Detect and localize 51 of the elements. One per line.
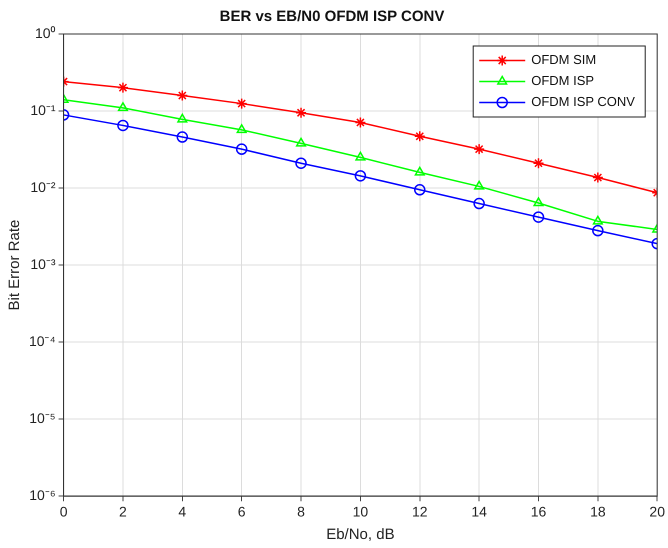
legend-label: OFDM SIM xyxy=(531,52,596,68)
x-tick-label: 2 xyxy=(119,503,128,520)
point xyxy=(414,130,426,142)
x-tick-label: 14 xyxy=(471,503,488,520)
point xyxy=(414,166,425,176)
point xyxy=(295,107,307,118)
point xyxy=(236,124,247,134)
point xyxy=(355,152,366,161)
point xyxy=(592,172,604,184)
point xyxy=(354,116,366,128)
point xyxy=(474,180,484,190)
x-tick-label: 18 xyxy=(590,503,606,520)
x-axis-title: Eb/No, dB xyxy=(326,526,395,544)
point xyxy=(118,102,128,112)
legend-label: OFDM ISP CONV xyxy=(531,94,636,110)
point xyxy=(592,224,604,236)
point xyxy=(176,131,188,143)
point xyxy=(473,143,485,155)
x-tick-label: 12 xyxy=(412,503,428,520)
y-tick-label: 10⁻⁴ xyxy=(28,332,56,349)
x-tick-label: 20 xyxy=(649,503,666,520)
point xyxy=(296,138,306,147)
point xyxy=(176,90,188,102)
point xyxy=(177,114,188,123)
legend-label: OFDM ISP xyxy=(531,73,594,88)
y-tick-label: 10⁻⁵ xyxy=(29,410,56,426)
x-tick-label: 6 xyxy=(238,503,246,520)
point xyxy=(354,170,366,182)
x-tick-label: 8 xyxy=(297,503,306,520)
x-tick-label: 16 xyxy=(530,503,546,520)
point xyxy=(117,120,129,132)
point xyxy=(592,216,603,225)
y-tick-label: 10⁻¹ xyxy=(30,102,56,118)
y-tick-label: 10⁻² xyxy=(30,178,56,195)
x-tick-label: 4 xyxy=(178,503,186,520)
x-tick-label: 10 xyxy=(352,503,368,520)
x-tick-label: 0 xyxy=(60,503,68,520)
point xyxy=(414,184,426,196)
point xyxy=(117,82,129,94)
point xyxy=(532,211,544,223)
point xyxy=(295,157,307,169)
y-tick-label: 10⁻³ xyxy=(30,256,56,272)
y-tick-label: 10⁻⁶ xyxy=(29,487,56,504)
chart-title: BER vs EB/N0 OFDM ISP CONV xyxy=(220,8,444,26)
point xyxy=(473,198,485,210)
y-axis-title: Bit Error Rate xyxy=(6,220,24,311)
point xyxy=(236,98,248,110)
point xyxy=(532,157,544,169)
point xyxy=(236,143,248,155)
y-tick-label: 10⁰ xyxy=(35,24,56,41)
point xyxy=(533,197,544,206)
